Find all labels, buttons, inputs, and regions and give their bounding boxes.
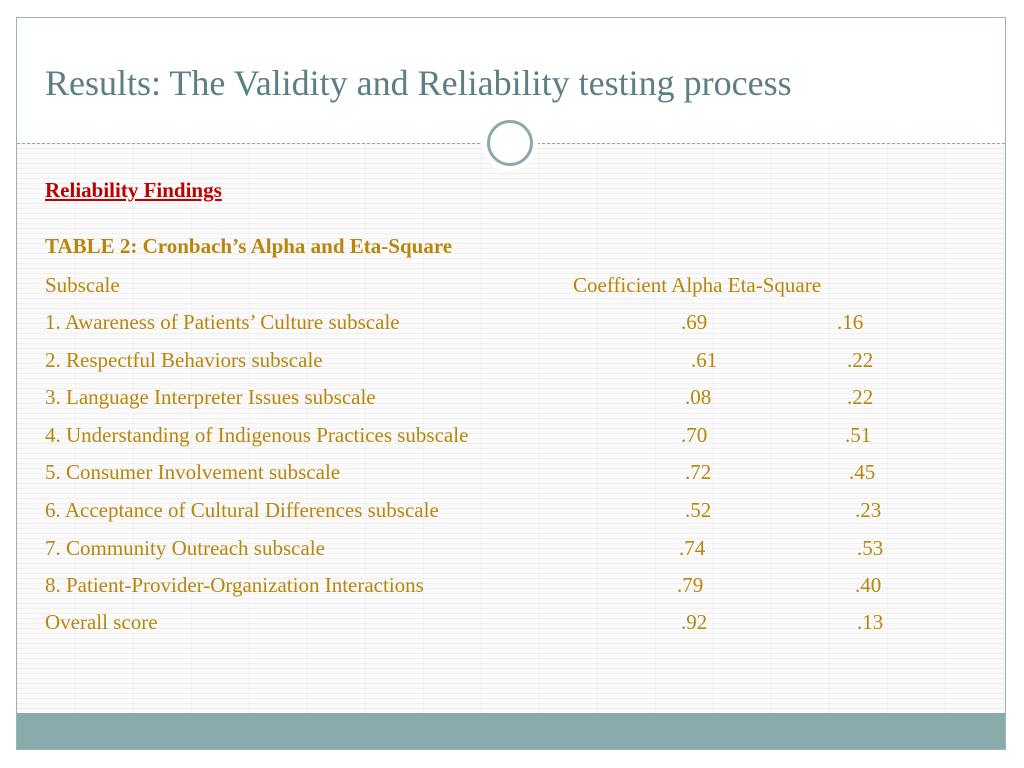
table-row: 8. Patient-Provider-Organization Interac… xyxy=(17,573,1005,603)
row-label: 2. Respectful Behaviors subscale xyxy=(45,348,323,372)
table-row: 6. Acceptance of Cultural Differences su… xyxy=(17,498,1005,528)
row-eta: .40 xyxy=(855,573,882,597)
header-alpha-eta: Coefficient Alpha Eta-Square xyxy=(573,273,822,297)
row-label: 5. Consumer Involvement subscale xyxy=(45,460,341,484)
row-alpha: .61 xyxy=(691,348,718,372)
row-label: 7. Community Outreach subscale xyxy=(45,536,325,560)
content-background xyxy=(17,143,1005,715)
row-alpha: .74 xyxy=(679,536,706,560)
table-header-row: Subscale Coefficient Alpha Eta-Square xyxy=(17,273,1005,303)
table-row: 1. Awareness of Patients’ Culture subsca… xyxy=(17,310,1005,340)
row-eta: .45 xyxy=(849,460,876,484)
table-row: Overall score .92 .13 xyxy=(17,610,1005,640)
row-eta: .22 xyxy=(847,348,874,372)
table-row: 2. Respectful Behaviors subscale .61 .22 xyxy=(17,348,1005,378)
row-label: 1. Awareness of Patients’ Culture subsca… xyxy=(45,310,400,334)
row-eta: .13 xyxy=(857,610,884,634)
table-row: 5. Consumer Involvement subscale .72 .45 xyxy=(17,460,1005,490)
row-eta: .23 xyxy=(855,498,882,522)
row-label: 6. Acceptance of Cultural Differences su… xyxy=(45,498,439,522)
row-eta: .53 xyxy=(857,536,884,560)
row-label: 8. Patient-Provider-Organization Interac… xyxy=(45,573,424,597)
slide: Results: The Validity and Reliability te… xyxy=(16,17,1006,750)
header-subscale: Subscale xyxy=(45,273,120,297)
section-heading: Reliability Findings xyxy=(45,178,222,202)
row-eta: .51 xyxy=(845,423,872,447)
row-label: 4. Understanding of Indigenous Practices… xyxy=(45,423,469,447)
row-alpha: .08 xyxy=(685,385,712,409)
row-alpha: .72 xyxy=(685,460,712,484)
row-label: Overall score xyxy=(45,610,158,634)
table-row: 4. Understanding of Indigenous Practices… xyxy=(17,423,1005,453)
row-alpha: .79 xyxy=(677,573,704,597)
row-label: 3. Language Interpreter Issues subscale xyxy=(45,385,376,409)
row-alpha: .92 xyxy=(681,610,708,634)
row-alpha: .70 xyxy=(681,423,708,447)
row-alpha: .69 xyxy=(681,310,708,334)
row-eta: .22 xyxy=(847,385,874,409)
table-row: 3. Language Interpreter Issues subscale … xyxy=(17,385,1005,415)
circle-ornament-icon xyxy=(482,115,538,171)
footer-bar xyxy=(17,713,1005,749)
table-row: 7. Community Outreach subscale .74 .53 xyxy=(17,536,1005,566)
slide-title: Results: The Validity and Reliability te… xyxy=(45,63,792,103)
row-alpha: .52 xyxy=(685,498,712,522)
row-eta: .16 xyxy=(837,310,864,334)
table-caption: TABLE 2: Cronbach’s Alpha and Eta-Square xyxy=(45,234,453,258)
